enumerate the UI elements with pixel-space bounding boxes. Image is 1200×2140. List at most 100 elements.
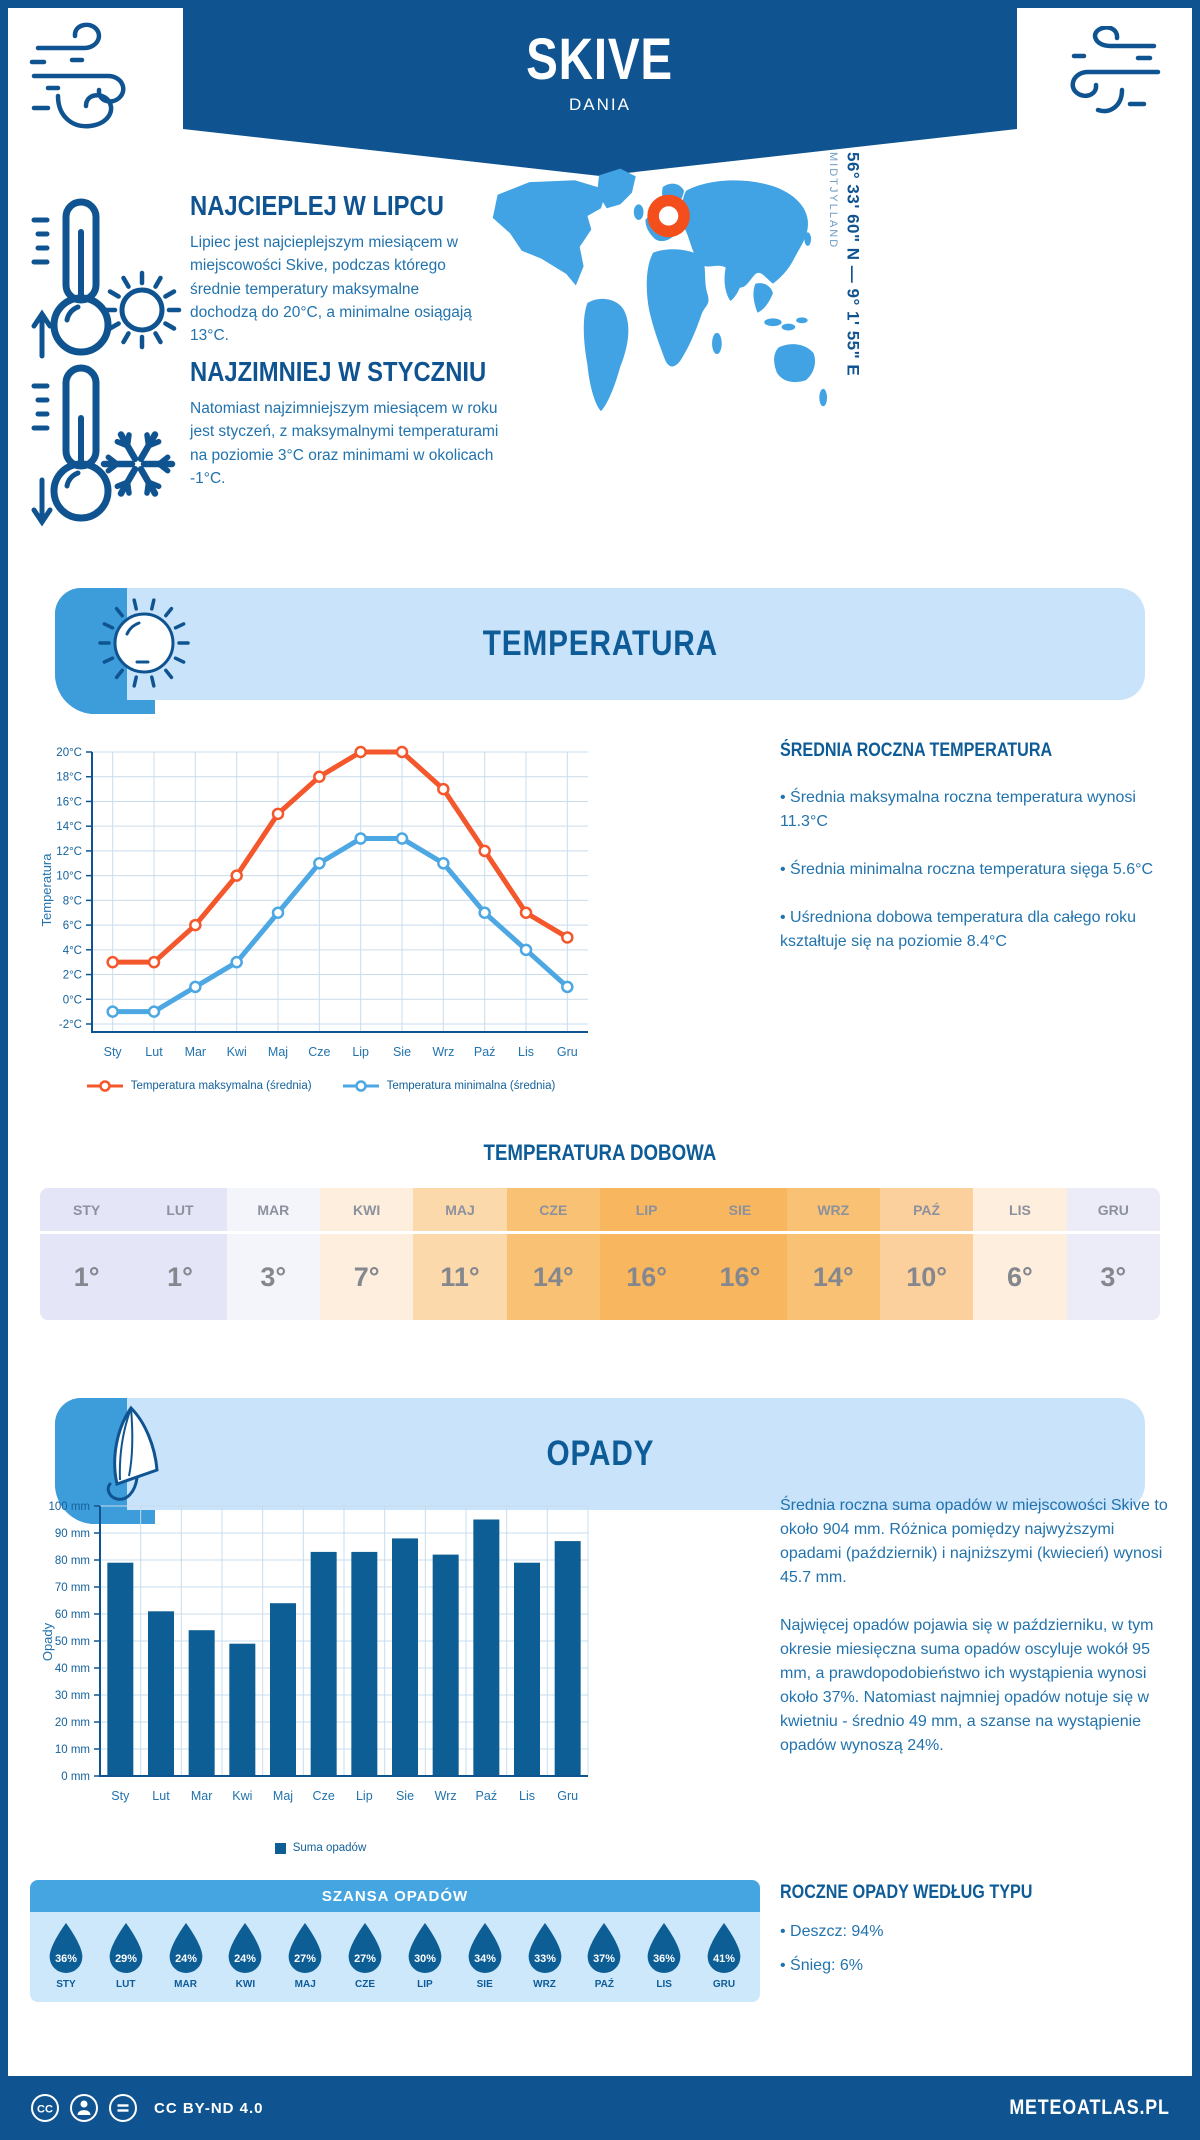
- raindrop-icon: 30%: [408, 1923, 442, 1974]
- bar: [148, 1611, 174, 1776]
- legend-item: Temperatura maksymalna (średnia): [86, 1080, 312, 1092]
- chance-cell: 30% LIP: [395, 1922, 455, 1990]
- chance-value: 24%: [175, 1953, 197, 1965]
- legend-square-marker-icon: [274, 1842, 286, 1854]
- daily-temp-month: KWI: [319, 1188, 414, 1234]
- snowflake-branch: [114, 438, 131, 449]
- chance-value: 33%: [534, 1953, 556, 1965]
- bar-chart-legend: Suma opadów: [38, 1842, 603, 1854]
- daily-temperature-table: STY 1° LUT 1° MAR 3° KWI 7° MAJ 11° CZE 14° LIP 16° SI…: [40, 1188, 1160, 1320]
- y-tick-label: 8°C: [63, 895, 82, 907]
- precipitation-type-title: ROCZNE OPADY WEDŁUG TYPU: [780, 1882, 1033, 1903]
- bar: [473, 1519, 500, 1776]
- daily-temp-column: LUT 1°: [133, 1188, 227, 1320]
- precipitation-type-block: ROCZNE OPADY WEDŁUG TYPU • Deszcz: 94% •…: [780, 1882, 1180, 1978]
- svg-text:CC: CC: [37, 2104, 53, 2116]
- sun-ray: [107, 289, 121, 299]
- y-tick-label: 16°C: [56, 796, 82, 808]
- precipitation-chance-panel: SZANSA OPADÓW 36% STY 29% LUT 24% MAR 24% KWI 27…: [30, 1880, 760, 2002]
- raindrop-icon: 27%: [288, 1923, 322, 1974]
- wind-icon: [29, 22, 126, 129]
- data-point-marker: [478, 906, 491, 919]
- annual-temperature-title: ŚREDNIA ROCZNA TEMPERATURA: [780, 740, 1053, 761]
- sun-ray: [153, 275, 163, 289]
- data-point-marker: [561, 931, 574, 944]
- data-point-marker: [106, 955, 119, 969]
- legend-line-marker-icon: [342, 1080, 379, 1092]
- y-tick-label: 100 mm: [48, 1501, 90, 1513]
- data-point-marker: [478, 844, 491, 858]
- data-point-marker: [313, 857, 326, 870]
- cc-nd-equals-icon[interactable]: [108, 2093, 138, 2123]
- y-tick-label: 0 mm: [61, 1771, 90, 1783]
- data-point-marker: [271, 807, 285, 821]
- daily-temp-month: LIS: [973, 1188, 1067, 1234]
- x-tick-label: Kwi: [232, 1789, 252, 1803]
- legend-item: Temperatura minimalna (średnia): [342, 1080, 556, 1092]
- x-tick-label: Cze: [313, 1789, 335, 1803]
- cc-by-person-icon[interactable]: [69, 2093, 99, 2123]
- raindrop-icon: 36%: [49, 1923, 83, 1974]
- chance-month: WRZ: [533, 1979, 556, 1990]
- data-point-marker: [437, 857, 450, 870]
- data-point-marker: [106, 1005, 119, 1018]
- bar: [392, 1538, 418, 1776]
- sun-ray: [173, 622, 186, 630]
- precipitation-type-bullet: • Deszcz: 94%: [780, 1923, 884, 1940]
- license-text[interactable]: CC BY-ND 4.0: [154, 2099, 264, 2117]
- region-text: MIDTJYLLAND: [826, 152, 839, 250]
- chance-cell: 36% LIS: [634, 1922, 694, 1990]
- sun-ray: [121, 331, 131, 345]
- sun-ray: [150, 598, 156, 611]
- data-point-marker: [313, 770, 326, 783]
- temperature-section-banner: TEMPERATURA: [55, 588, 1145, 714]
- daily-temp-column: LIP 16°: [599, 1188, 694, 1320]
- chance-value: 34%: [474, 1953, 496, 1965]
- daily-temp-value: 1°: [167, 1261, 193, 1292]
- chance-value: 36%: [653, 1953, 675, 1965]
- data-point-marker: [395, 832, 409, 845]
- daily-temp-month: LIP: [599, 1188, 694, 1234]
- daily-temp-month: LUT: [133, 1188, 227, 1234]
- x-tick-label: Mar: [185, 1045, 207, 1059]
- x-tick-label: Kwi: [227, 1045, 247, 1059]
- chance-month: LUT: [116, 1979, 136, 1990]
- daily-temp-value: 6°: [1007, 1261, 1033, 1292]
- x-tick-label: Paź: [474, 1045, 496, 1059]
- chance-value: 30%: [414, 1953, 436, 1965]
- legend-label: Temperatura minimalna (średnia): [386, 1080, 556, 1092]
- precipitation-paragraph: Najwięcej opadów pojawia się w październ…: [780, 1617, 1154, 1754]
- chance-value: 37%: [593, 1953, 615, 1965]
- sun-ray: [163, 321, 177, 331]
- daily-temp-value: 1°: [73, 1261, 100, 1292]
- chance-cell: 29% LUT: [96, 1922, 156, 1990]
- y-tick-label: 70 mm: [55, 1582, 90, 1594]
- x-tick-label: Paź: [476, 1789, 498, 1803]
- precipitation-text-block: Średnia roczna suma opadów w miejscowośc…: [780, 1494, 1180, 1758]
- chance-value: 29%: [115, 1953, 137, 1965]
- line-series: [110, 749, 570, 965]
- temperature-line-chart: 20°C 18°C 16°C 14°C 12°C 10°C 8°C 6°C 4°C 2°C 0°C -…: [39, 745, 588, 1059]
- y-tick-label: 90 mm: [55, 1528, 90, 1540]
- brand-text[interactable]: METEOATLAS.PL: [1009, 2096, 1170, 2119]
- daily-temp-column: MAJ 11°: [413, 1188, 507, 1320]
- chance-month: STY: [56, 1979, 76, 1990]
- cc-icon[interactable]: CC: [30, 2093, 60, 2123]
- daily-temp-value: 10°: [906, 1261, 948, 1292]
- precipitation-chance-title: SZANSA OPADÓW: [30, 1880, 760, 1912]
- raindrop-icon: 24%: [229, 1923, 262, 1974]
- x-tick-label: Sie: [393, 1045, 411, 1059]
- x-tick-label: Wrz: [432, 1045, 454, 1059]
- chance-month: MAJ: [294, 1979, 316, 1990]
- y-tick-label: 6°C: [63, 920, 82, 932]
- data-point-marker: [354, 745, 367, 759]
- bar: [432, 1554, 459, 1776]
- legend-line-marker-icon: [86, 1080, 123, 1092]
- daily-temp-column: SIE 16°: [693, 1188, 787, 1320]
- banner-background: [55, 1398, 1145, 1510]
- sun-ray: [164, 606, 174, 618]
- x-tick-label: Gru: [557, 1789, 578, 1803]
- bar: [554, 1541, 581, 1776]
- snowflake-branch: [144, 432, 152, 449]
- y-tick-label: 60 mm: [55, 1609, 90, 1621]
